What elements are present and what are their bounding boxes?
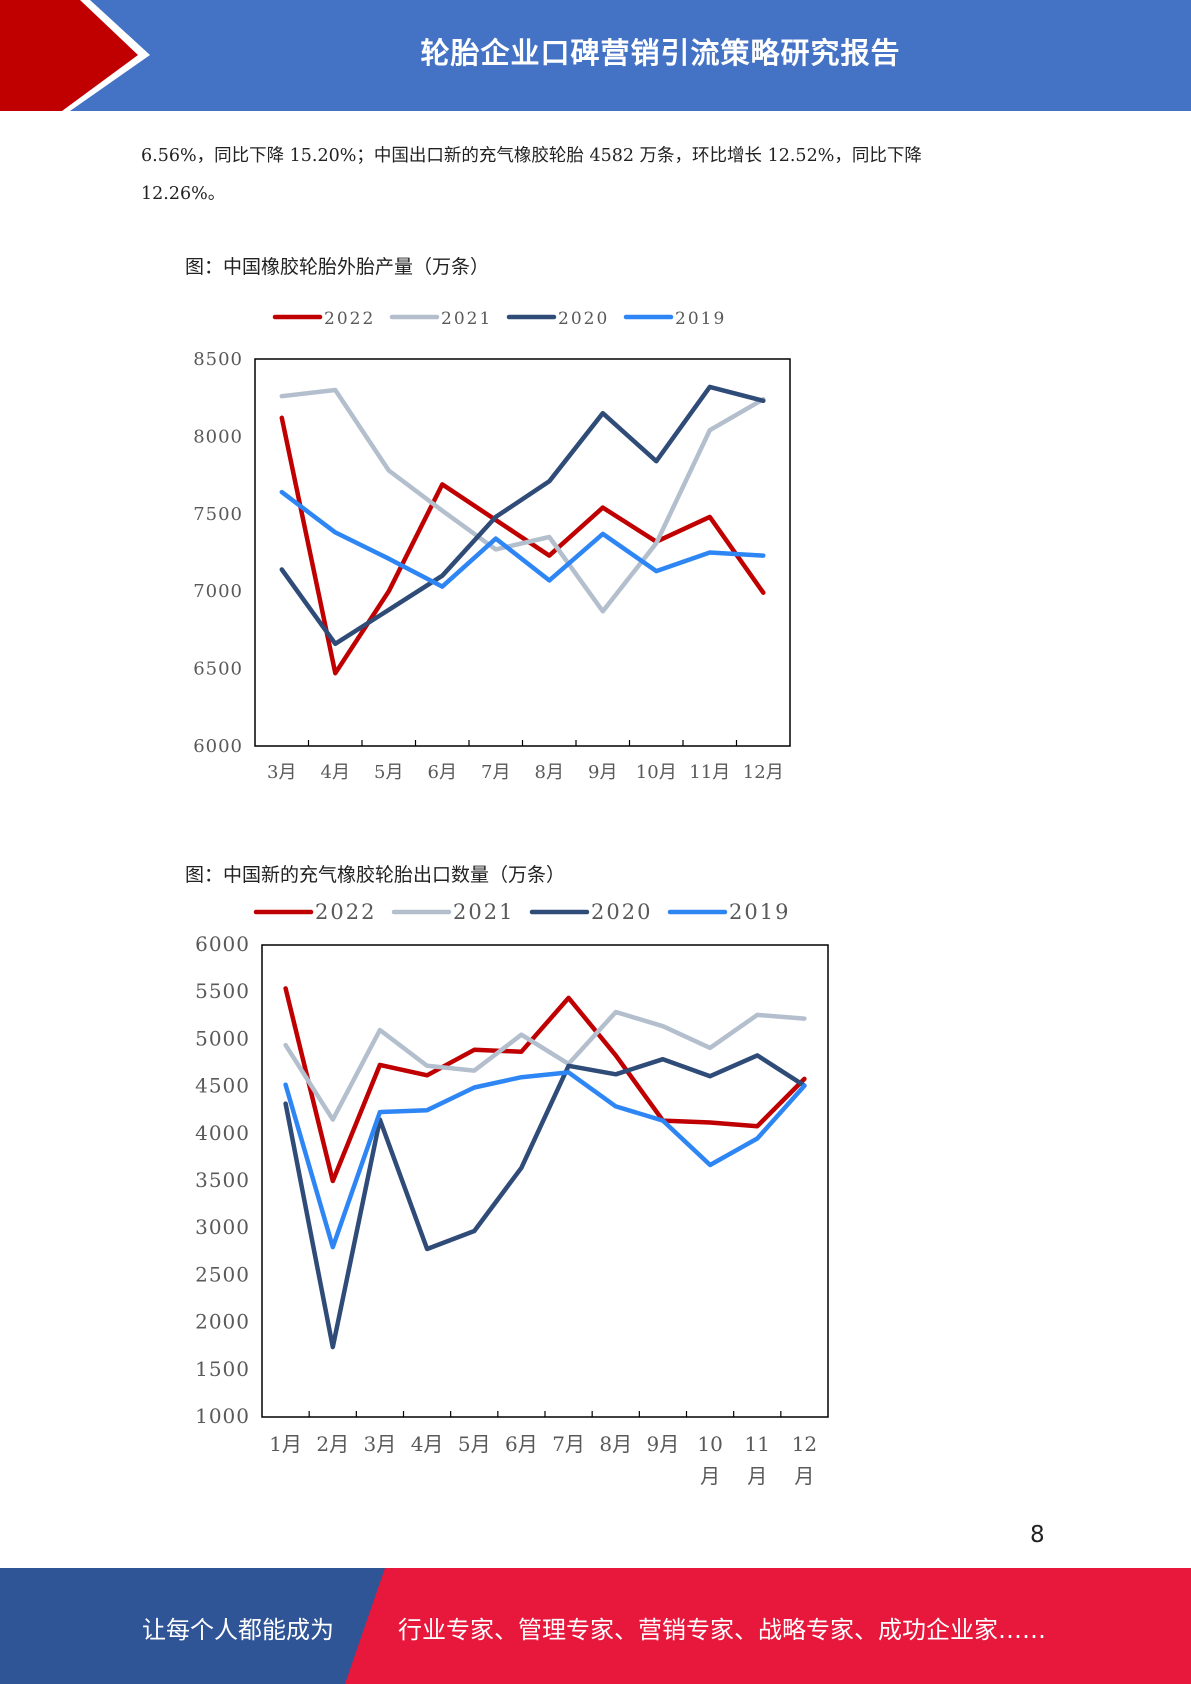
chart2-x-label-9月: 9月 xyxy=(647,1432,680,1456)
chart1-y-tick-6000: 6000 xyxy=(193,736,243,757)
chart1-x-label-12月: 12月 xyxy=(743,762,784,783)
chart2-legend-label-2019: 2019 xyxy=(729,900,790,924)
chart1-legend-label-2021: 2021 xyxy=(441,309,492,329)
production-line-chart: 2022 2021 2020 2019 6000 6500 7000 7500 8000 8500… xyxy=(193,309,791,783)
footer-background xyxy=(0,1568,1191,1684)
chart2-y-tick-3000: 3000 xyxy=(195,1215,250,1239)
chart2-y-tick-2000: 2000 xyxy=(195,1310,250,1334)
chart2-plot-frame xyxy=(261,944,829,1418)
chart1-x-label-6月: 6月 xyxy=(428,762,457,783)
chart2-y-tick-2500: 2500 xyxy=(195,1262,250,1286)
chart2-x-label-10月-unit: 月 xyxy=(700,1464,720,1488)
chart2-x-label-11月-num: 11 xyxy=(745,1432,770,1456)
chart2-x-label-8月: 8月 xyxy=(599,1432,632,1456)
chart1-x-label-8月: 8月 xyxy=(535,762,564,783)
chart2-series-line-2019 xyxy=(283,1070,807,1250)
chart2-x-label-2月: 2月 xyxy=(316,1432,349,1456)
chart2-x-label-12月-num: 12 xyxy=(792,1432,817,1456)
header-red-arrow xyxy=(0,0,150,111)
chart2-series-line-2022 xyxy=(283,986,807,1184)
chart2-x-label-5月: 5月 xyxy=(458,1432,491,1456)
chart2-legend-label-2021: 2021 xyxy=(453,900,514,924)
chart1-x-label-10月: 10月 xyxy=(636,762,677,783)
chart1-y-tick-8000: 8000 xyxy=(193,426,243,447)
header-title: 轮胎企业口碑营销引流策略研究报告 xyxy=(420,36,901,70)
chart1-y-tick-6500: 6500 xyxy=(193,659,243,680)
chart1-caption: 图：中国橡胶轮胎外胎产量（万条） xyxy=(185,256,490,278)
chart2-x-label-3月: 3月 xyxy=(364,1432,397,1456)
chart1-series-line-2022 xyxy=(279,415,766,676)
chart2-x-label-11月-unit: 月 xyxy=(747,1464,767,1488)
chart2-series-line-2020 xyxy=(283,1053,807,1350)
paragraph-line-2: 12.26%。 xyxy=(141,184,226,204)
chart1-series-line-2019 xyxy=(279,489,766,589)
paragraph-line-1: 6.56%，同比下降 15.20%；中国出口新的充气橡胶轮胎 4582 万条，环… xyxy=(141,146,922,166)
page-number: 8 xyxy=(1030,1522,1045,1548)
chart2-series-line-2021 xyxy=(283,1009,807,1122)
chart1-x-label-3月: 3月 xyxy=(267,762,296,783)
chart2-y-tick-3500: 3500 xyxy=(195,1168,250,1192)
chart1-series-line-2021 xyxy=(279,387,766,614)
chart1-y-tick-8500: 8500 xyxy=(193,349,243,370)
chart2-y-tick-5500: 5500 xyxy=(195,979,250,1003)
chart2-x-label-7月: 7月 xyxy=(552,1432,585,1456)
chart2-x-label-4月: 4月 xyxy=(411,1432,444,1456)
chart2-x-label-1月: 1月 xyxy=(269,1432,302,1456)
footer-slogan-left: 让每个人都能成为 xyxy=(142,1616,334,1644)
page-footer: 让每个人都能成为 行业专家、管理专家、营销专家、战略专家、成功企业家…… xyxy=(0,1568,1191,1684)
chart2-y-tick-1000: 1000 xyxy=(195,1404,250,1428)
chart1-x-label-4月: 4月 xyxy=(321,762,350,783)
page-header: 轮胎企业口碑营销引流策略研究报告 xyxy=(0,0,1191,111)
chart1-x-label-7月: 7月 xyxy=(481,762,510,783)
chart1-series-line-2020 xyxy=(279,384,766,647)
chart2-legend-label-2020: 2020 xyxy=(591,900,652,924)
chart2-caption: 图：中国新的充气橡胶轮胎出口数量（万条） xyxy=(185,864,566,886)
chart2-y-tick-5000: 5000 xyxy=(195,1026,250,1050)
footer-slogan-right: 行业专家、管理专家、营销专家、战略专家、成功企业家…… xyxy=(398,1616,1046,1644)
chart2-y-tick-4500: 4500 xyxy=(195,1074,250,1098)
chart1-x-label-9月: 9月 xyxy=(588,762,617,783)
chart2-y-tick-6000: 6000 xyxy=(195,932,250,956)
chart1-x-label-5月: 5月 xyxy=(374,762,403,783)
chart1-legend-label-2019: 2019 xyxy=(675,309,726,329)
chart1-legend-label-2022: 2022 xyxy=(324,309,375,329)
chart2-legend-label-2022: 2022 xyxy=(315,900,376,924)
chart1-legend-label-2020: 2020 xyxy=(558,309,609,329)
chart2-y-tick-4000: 4000 xyxy=(195,1121,250,1145)
chart2-y-tick-1500: 1500 xyxy=(195,1357,250,1381)
chart1-x-label-11月: 11月 xyxy=(689,762,730,783)
chart2-x-label-10月-num: 10 xyxy=(697,1432,722,1456)
chart1-y-tick-7500: 7500 xyxy=(193,504,243,525)
chart2-x-label-6月: 6月 xyxy=(505,1432,538,1456)
chart1-y-tick-7000: 7000 xyxy=(193,581,243,602)
chart2-x-label-12月-unit: 月 xyxy=(794,1464,814,1488)
export-line-chart: 2022 2021 2020 2019 1000 1500 2000 2500 3000 3500… xyxy=(195,900,829,1488)
